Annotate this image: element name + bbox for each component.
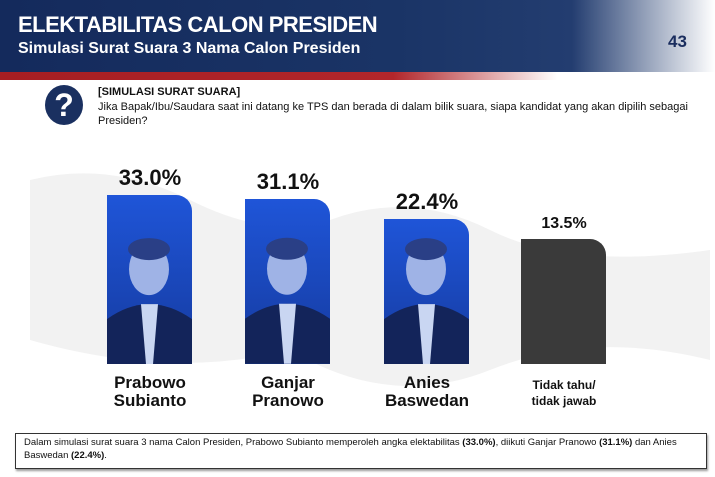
bar-1 xyxy=(107,194,192,364)
candidate-photo xyxy=(384,237,469,364)
category-label-line: Anies xyxy=(403,373,451,392)
category-label: Ganjar Pranowo xyxy=(218,374,358,410)
category-label: Tidak tahu/tidak jawab xyxy=(494,377,634,409)
bar-3 xyxy=(384,218,469,364)
category-label-line: Ganjar xyxy=(261,373,315,392)
question-text: Jika Bapak/Ibu/Saudara saat ini datang k… xyxy=(98,101,688,127)
category-label-line: tidak jawab xyxy=(531,394,597,408)
category-label-line: Subianto xyxy=(113,391,187,410)
summary-box: Dalam simulasi surat suara 3 nama Calon … xyxy=(15,433,707,469)
page-subtitle: Simulasi Surat Suara 3 Nama Calon Presid… xyxy=(18,40,361,57)
question-mark-icon: ? xyxy=(45,85,83,125)
header-stripe xyxy=(0,72,715,80)
page-number: 43 xyxy=(668,32,687,51)
summary-value: (22.4%) xyxy=(71,450,105,461)
category-label-line: Tidak tahu/ xyxy=(532,378,596,392)
summary-text: . xyxy=(104,450,107,461)
summary-value: (31.1%) xyxy=(599,437,633,448)
category-label-line: Baswedan xyxy=(384,391,470,410)
candidate-photo xyxy=(245,237,330,364)
data-label: 13.5% xyxy=(541,214,587,232)
question-tag: [SIMULASI SURAT SUARA] xyxy=(98,86,241,98)
category-label-line: Pranowo xyxy=(252,391,324,410)
summary-value: (33.0%) xyxy=(462,437,496,448)
summary-text: Dalam simulasi surat suara 3 nama Calon … xyxy=(24,437,463,448)
data-label: 31.1% xyxy=(256,169,320,195)
candidate-photo xyxy=(107,237,192,364)
data-label: 22.4% xyxy=(395,188,459,214)
bar-2 xyxy=(245,199,330,364)
summary-text: dan Anies Baswedan xyxy=(24,437,677,461)
category-label: Prabowo Subianto xyxy=(80,374,220,410)
header-banner xyxy=(0,0,715,72)
category-label-line: Prabowo xyxy=(114,373,186,392)
category-label: Anies Baswedan xyxy=(357,374,497,410)
bar-4 xyxy=(521,238,606,364)
summary-text: , diikuti Ganjar Pranowo xyxy=(495,437,600,448)
data-label: 33.0% xyxy=(118,164,182,190)
page-title: ELEKTABILITAS CALON PRESIDEN xyxy=(18,12,378,37)
